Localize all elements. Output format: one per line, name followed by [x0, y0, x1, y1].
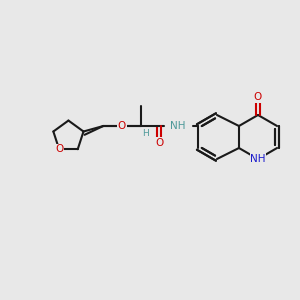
Text: H: H — [142, 128, 149, 137]
Text: NH: NH — [170, 121, 186, 131]
Text: NH: NH — [250, 154, 266, 164]
Text: O: O — [118, 121, 126, 131]
Text: O: O — [254, 92, 262, 102]
Text: O: O — [55, 144, 63, 154]
Text: O: O — [55, 144, 63, 154]
Text: O: O — [155, 138, 164, 148]
Text: NH: NH — [250, 154, 266, 164]
Text: O: O — [254, 92, 262, 102]
Text: H: H — [142, 128, 149, 137]
Text: O: O — [155, 138, 164, 148]
Text: NH: NH — [170, 121, 186, 131]
Text: O: O — [118, 121, 126, 131]
